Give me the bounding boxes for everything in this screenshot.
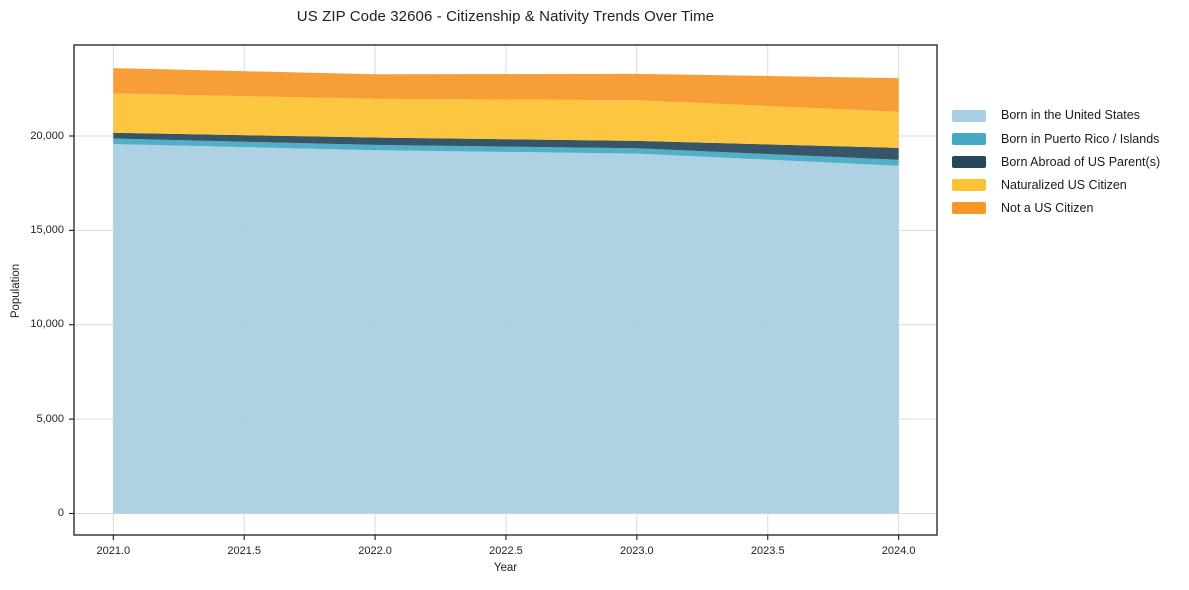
area-series-3 bbox=[113, 93, 899, 148]
legend-item: Born Abroad of US Parent(s) bbox=[952, 150, 1160, 173]
y-tick-label: 5,000 bbox=[36, 412, 64, 425]
legend-label: Born in the United States bbox=[1001, 108, 1140, 123]
legend: Born in the United States Born in Puerto … bbox=[952, 104, 1160, 220]
x-tick-label: 2022.0 bbox=[358, 545, 392, 557]
legend-item: Naturalized US Citizen bbox=[952, 174, 1160, 197]
x-tick-label: 2023.5 bbox=[750, 545, 785, 557]
area-series-0 bbox=[113, 144, 899, 514]
y-axis-title: Population bbox=[10, 263, 22, 319]
y-tick-label: 10,000 bbox=[30, 318, 64, 331]
legend-swatch bbox=[952, 155, 986, 168]
area-series-2 bbox=[113, 132, 899, 160]
x-axis-title: Year bbox=[493, 562, 518, 574]
area-series-4 bbox=[113, 68, 899, 112]
x-tick-label: 2021.5 bbox=[227, 545, 262, 557]
legend-swatch bbox=[952, 109, 986, 122]
y-tick-label: 0 bbox=[57, 507, 64, 519]
chart-title: US ZIP Code 32606 - Citizenship & Nativi… bbox=[296, 8, 715, 25]
legend-label: Born Abroad of US Parent(s) bbox=[1001, 154, 1161, 169]
legend-item: Born in the United States bbox=[952, 104, 1160, 127]
plot-border bbox=[73, 44, 938, 536]
legend-swatch bbox=[952, 179, 986, 192]
legend-label: Not a US Citizen bbox=[1001, 201, 1094, 216]
legend-item: Not a US Citizen bbox=[952, 197, 1160, 220]
stacked-areas bbox=[113, 68, 899, 514]
x-tick-label: 2023.0 bbox=[620, 545, 654, 557]
legend-label: Born in Puerto Rico / Islands bbox=[1001, 131, 1160, 146]
legend-label: Naturalized US Citizen bbox=[1001, 177, 1127, 192]
area-series-1 bbox=[113, 138, 899, 166]
legend-item: Born in Puerto Rico / Islands bbox=[952, 127, 1160, 150]
y-tick-label: 20,000 bbox=[30, 129, 64, 142]
legend-swatch bbox=[952, 202, 986, 215]
x-tick-label: 2021.0 bbox=[96, 545, 131, 557]
axis-tick-marks bbox=[69, 135, 900, 540]
x-tick-label: 2022.5 bbox=[489, 545, 523, 557]
legend-swatch bbox=[952, 132, 986, 145]
x-tick-label: 2024.0 bbox=[881, 545, 916, 557]
y-tick-label: 15,000 bbox=[30, 223, 64, 236]
